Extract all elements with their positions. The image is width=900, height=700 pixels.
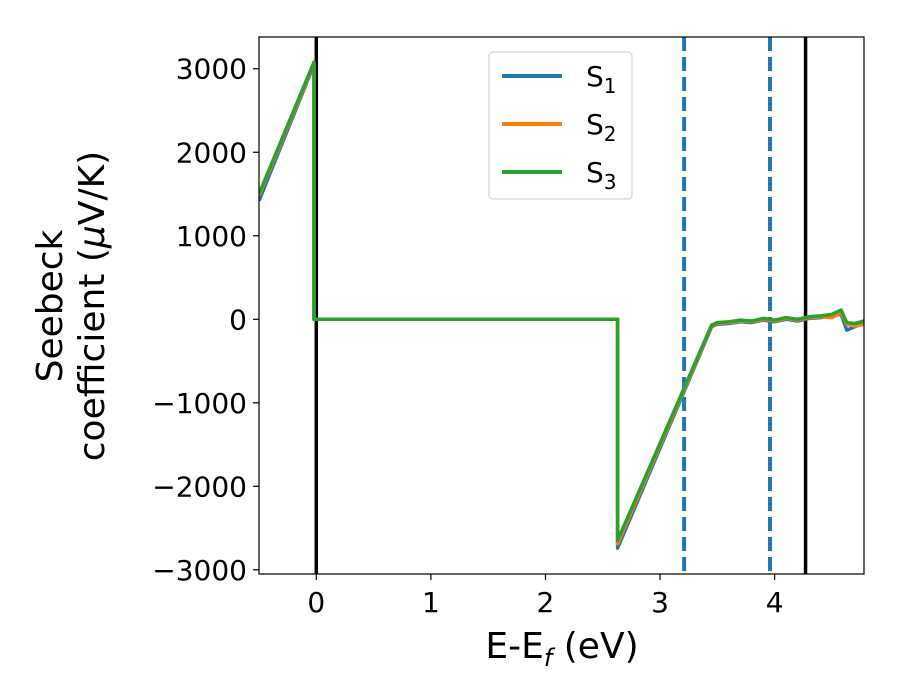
x-axis: 0 1 2 3 4	[307, 574, 784, 619]
y-axis-title: Seebeck coefficient (μV/K)	[30, 151, 113, 461]
y-axis-title-line1: Seebeck	[30, 229, 71, 382]
y-tick-label: 1000	[176, 220, 247, 253]
plot-frame	[258, 36, 865, 575]
y-axis-title-line2: coefficient (μV/K)	[72, 151, 113, 461]
x-tick-label: 0	[307, 586, 325, 619]
y-tick-label: −1000	[152, 387, 247, 420]
x-tick-label: 3	[651, 586, 669, 619]
x-tick-label: 1	[422, 586, 440, 619]
x-tick-label: 4	[766, 586, 784, 619]
series-line-3	[259, 60, 864, 543]
y-tick-label: −2000	[152, 470, 247, 503]
legend-label-3: S3	[586, 156, 617, 194]
y-tick-label: 3000	[176, 53, 247, 86]
legend-label-1: S1	[586, 60, 617, 98]
legend: S1 S2 S3	[488, 51, 633, 200]
x-axis-title: E-Ef (eV)	[485, 626, 638, 672]
y-axis: 3000 2000 1000 0 −1000 −2000 −3000	[152, 53, 259, 587]
series-lines	[259, 60, 864, 550]
legend-label-2: S2	[586, 108, 617, 146]
y-tick-label: −3000	[152, 554, 247, 587]
y-tick-label: 2000	[176, 136, 247, 169]
reference-lines	[314, 37, 808, 574]
x-tick-label: 2	[537, 586, 555, 619]
y-tick-label: 0	[229, 303, 247, 336]
